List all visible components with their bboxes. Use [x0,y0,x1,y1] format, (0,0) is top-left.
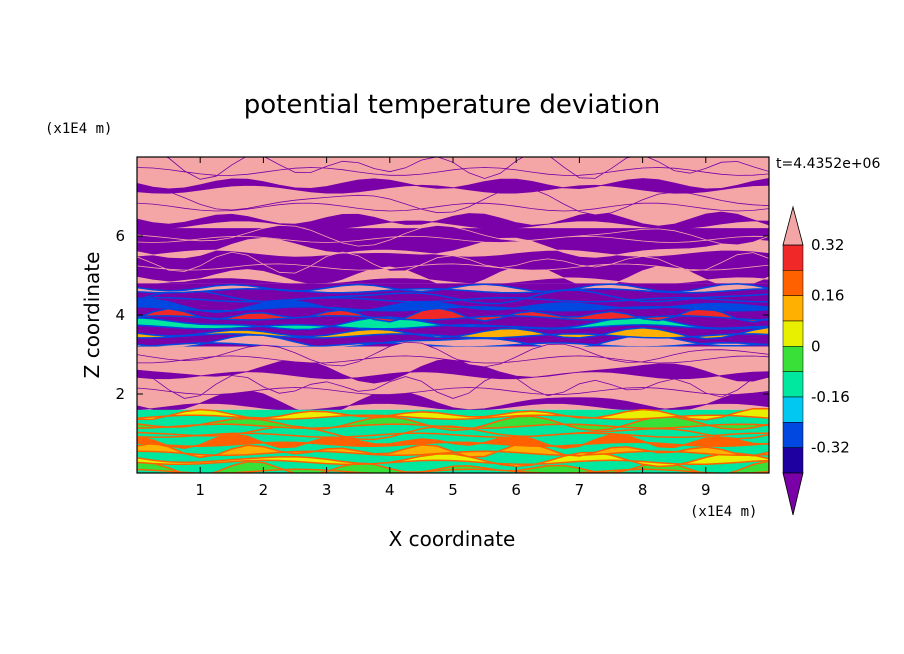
x-axis-label: X coordinate [389,527,516,551]
x-tick-label: 7 [575,481,585,499]
chart-title: potential temperature deviation [244,90,660,120]
x-tick-label: 8 [638,481,648,499]
field-contour [137,289,769,305]
field-contour [137,372,769,399]
contour-field [137,157,769,473]
colorbar-segment [782,346,804,372]
colorbar-segment [782,396,804,423]
x-tick-label: 3 [322,481,332,499]
y-tick-label: 6 [115,227,125,245]
colorbar-segment [782,244,804,271]
x-tick-label: 6 [511,481,521,499]
field-contour [137,224,769,247]
colorbar-tick-label: -0.16 [811,388,850,406]
field-contour [137,186,769,216]
colorbar-segment [782,295,804,322]
x-tick-label: 4 [385,481,395,499]
field-contour [137,237,769,259]
field-contour [137,415,769,432]
y-axis-unit: (x1E4 m) [45,121,112,137]
y-axis: 2 4 6 [115,227,769,403]
field-contour [137,265,769,289]
field-contour [137,334,769,350]
colorbar-segment [782,270,804,296]
field-contour [137,298,769,314]
field-contour [137,251,769,274]
colorbar: 0.32 0.16 0 -0.16 -0.32 [782,205,850,516]
colorbar-segment [782,422,804,448]
colorbar-tick-label: 0 [811,337,821,355]
field-contour [137,425,769,441]
field-contour [137,442,769,459]
y-tick-label: 4 [115,306,125,324]
x-axis: 1 2 3 4 5 6 7 8 9 [195,157,711,499]
field-contour [137,177,769,194]
colorbar-tick-label: -0.32 [811,439,850,457]
x-tick-label: 5 [448,481,458,499]
field-contour [137,389,769,415]
field-contour [137,157,769,180]
y-tick-label: 2 [115,385,125,403]
y-axis-label: Z coordinate [80,252,104,379]
field-contour [137,283,769,294]
colorbar-segment [782,320,804,347]
colorbar-segment [782,371,804,398]
x-axis-unit: (x1E4 m) [690,504,757,520]
colorbar-tick-label: 0.16 [811,287,844,305]
colorbar-tick-label: 0.32 [811,236,844,254]
time-label: t=4.4352e+06 [776,156,880,172]
field-contour [137,341,769,368]
colorbar-min-triangle [782,472,804,516]
colorbar-segment [782,447,804,474]
field-contour [137,326,769,340]
x-tick-label: 9 [701,481,711,499]
x-tick-label: 1 [195,481,205,499]
field-contour [137,433,769,450]
colorbar-max-triangle [782,205,804,246]
field-contour [137,358,769,384]
field-contour [137,407,769,421]
x-tick-label: 2 [259,481,269,499]
field-contour [137,307,769,323]
field-contour [137,451,769,468]
